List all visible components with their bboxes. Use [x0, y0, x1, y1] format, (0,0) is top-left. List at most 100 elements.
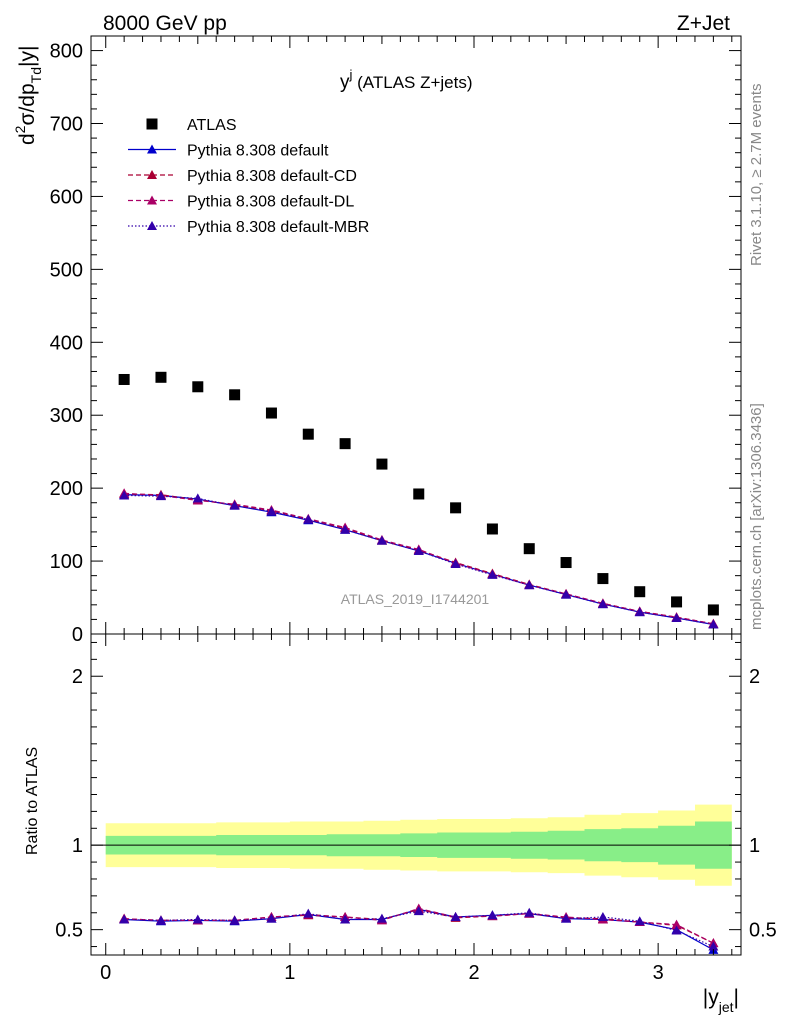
- legend-entry-1: Pythia 8.308 default: [128, 143, 329, 160]
- ratio-point: [155, 915, 166, 925]
- ratio-y-tick-label-right: 0.5: [749, 920, 777, 942]
- series-point: [561, 589, 572, 599]
- main-y-tick-label: 800: [50, 41, 83, 63]
- atlas-point: [707, 604, 719, 616]
- atlas-point: [634, 586, 646, 598]
- xlabel-end: |: [734, 986, 739, 1009]
- legend-entry-3: Pythia 8.308 default-DL: [128, 194, 354, 211]
- ratio-y-tick-label-left: 2: [72, 666, 83, 688]
- mcplots-label: mcplots.cern.ch [arXiv:1306.3436]: [748, 403, 765, 630]
- ratio-line: [124, 910, 714, 948]
- analysis-watermark: ATLAS_2019_I1744201: [341, 591, 490, 607]
- series-point: [119, 490, 130, 500]
- ylabel-tail: |y|: [16, 46, 39, 67]
- series-point: [192, 493, 203, 503]
- x-axis-label: |yjet|: [703, 986, 739, 1015]
- ratio-line: [124, 908, 714, 951]
- atlas-point: [486, 523, 498, 535]
- ratio-point: [119, 914, 130, 924]
- x-tick-label: 2: [468, 962, 479, 984]
- series-point: [671, 612, 682, 622]
- ratio-plot-series: [119, 903, 719, 954]
- legend-label: Pythia 8.308 default-CD: [187, 168, 357, 185]
- series-point: [524, 580, 535, 590]
- atlas-point: [302, 428, 314, 440]
- series-point: [340, 524, 351, 534]
- ylabel-sup: 2: [12, 125, 28, 133]
- collision-label: 8000 GeV pp: [103, 12, 227, 35]
- ratio-point: [708, 941, 719, 951]
- ratio-point: [524, 907, 535, 917]
- ratio-point: [192, 914, 203, 924]
- main-y-tick-label: 700: [50, 114, 83, 136]
- main-y-tick-label: 600: [50, 186, 83, 208]
- plot-title-main: y: [340, 72, 350, 93]
- ratio-y-tick-label-left: 1: [72, 835, 83, 857]
- plot-title: yj (ATLAS Z+jets): [340, 67, 473, 93]
- atlas-point: [376, 458, 388, 470]
- series-point: [487, 569, 498, 579]
- ratio-point: [229, 915, 240, 925]
- ratio-point: [376, 913, 387, 923]
- ylabel-sigma: σ/dp: [16, 83, 39, 125]
- series-point: [229, 500, 240, 510]
- atlas-point: [339, 438, 351, 450]
- main-y-tick-label: 300: [50, 405, 83, 427]
- main-y-tick-label: 0: [72, 624, 83, 646]
- series-point: [303, 514, 314, 524]
- atlas-point: [192, 381, 204, 393]
- ratio-series-3: [119, 906, 719, 951]
- xlabel-main: |y: [703, 986, 719, 1009]
- ratio-point: [634, 916, 645, 926]
- series-point: [708, 619, 719, 629]
- atlas-point: [413, 488, 425, 500]
- x-tick-label: 0: [100, 962, 111, 984]
- legend-marker: [147, 170, 157, 179]
- atlas-point: [155, 371, 167, 383]
- series-point: [634, 607, 645, 617]
- ratio-point: [266, 913, 277, 923]
- atlas-point: [229, 389, 241, 401]
- legend-marker: [147, 195, 157, 205]
- legend-label: Pythia 8.308 default-MBR: [187, 219, 369, 236]
- legend-marker: [146, 118, 158, 130]
- atlas-point: [671, 596, 683, 608]
- main-y-tick-label: 400: [50, 332, 83, 354]
- ratio-point: [561, 913, 572, 923]
- main-series-4: [119, 490, 719, 629]
- legend-label: Pythia 8.308 default-DL: [187, 194, 354, 211]
- ratio-point: [671, 919, 682, 929]
- ratio-y-axis-label: Ratio to ATLAS: [24, 747, 41, 855]
- main-plot-series: [118, 371, 719, 629]
- plot-title-rest: (ATLAS Z+jets): [352, 73, 472, 92]
- x-tick-label: 1: [284, 962, 295, 984]
- main-y-tick-label: 100: [50, 551, 83, 573]
- atlas-point: [118, 373, 130, 385]
- process-label: Z+Jet: [677, 12, 730, 35]
- main-y-axis-label: d2σ/dpTd|y|: [12, 46, 44, 145]
- ratio-point: [413, 906, 424, 916]
- series-point: [155, 491, 166, 501]
- ratio-plot-frame: [90, 633, 742, 956]
- ratio-point: [450, 911, 461, 921]
- main-series-1: [119, 489, 719, 629]
- legend-entry-0: ATLAS: [146, 117, 237, 134]
- main-series-0: [118, 371, 719, 616]
- atlas-point: [265, 407, 277, 419]
- legend-label: ATLAS: [187, 117, 237, 134]
- atlas-point: [450, 502, 462, 514]
- axes: 0 100 200 300 400 500 600 700 800 0 1 2 3 0.5 0.5 1 1 2 2: [50, 35, 777, 984]
- legend-entry-4: Pythia 8.308 default-MBR: [128, 219, 369, 236]
- main-y-tick-label: 500: [50, 259, 83, 281]
- legend-entry-2: Pythia 8.308 default-CD: [128, 168, 357, 185]
- legend: ATLAS Pythia 8.308 default Pythia 8.308 de…: [128, 117, 369, 236]
- series-point: [413, 545, 424, 555]
- ratio-point: [340, 914, 351, 924]
- ratio-y-tick-label-right: 1: [749, 835, 760, 857]
- series-point: [450, 558, 461, 568]
- legend-marker: [147, 144, 157, 154]
- ylabel-sub: Td: [28, 67, 44, 83]
- legend-label: Pythia 8.308 default: [187, 143, 329, 160]
- rivet-label: Rivet 3.1.10, ≥ 2.7M events: [748, 84, 765, 267]
